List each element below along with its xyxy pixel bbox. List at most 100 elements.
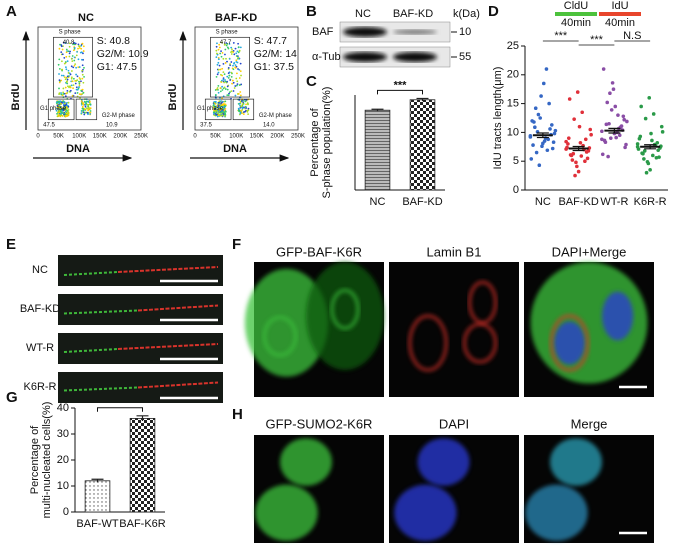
event-dot [68,42,71,45]
data-point [607,121,611,126]
event-dot [216,73,219,76]
event-dot [77,66,80,69]
data-point [553,128,558,133]
data-point [648,168,652,172]
event-dot [238,68,241,71]
stat-text: S: 40.8 [97,35,130,47]
event-dot [65,81,68,83]
x-axis-label: DNA [223,143,247,155]
event-dot [56,104,59,107]
event-dot [216,115,219,118]
data-point [572,117,576,121]
cell-signal [280,438,332,486]
channel-label: GFP-BAF-K6R [276,244,362,259]
data-point [621,114,626,119]
event-dot [215,45,218,48]
event-dot [60,111,63,113]
event-dot [89,103,92,106]
event-dot [225,57,227,60]
event-dot [83,66,85,69]
y-axis-label: Percentage of [309,107,321,176]
row-label: BAF [312,26,334,38]
event-dot [64,86,67,89]
panel-label: B [306,3,317,20]
event-dot [71,94,74,97]
event-dot [219,100,222,103]
data-point [635,142,640,146]
event-dot [232,42,235,44]
event-dot [221,104,223,106]
event-dot [64,78,67,81]
y-axis-label: multi-nucleated cells(%) [41,402,53,519]
event-dot [59,100,62,103]
event-dot [228,43,231,45]
plot-title: BAF-KD [215,12,257,24]
event-dot [240,99,243,102]
data-point [583,137,588,142]
event-dot [237,42,240,45]
y-tick-label: 20 [507,69,519,81]
x-tick-label: 100K [72,134,86,140]
gate-g1 [47,98,75,121]
y-tick-label: 0 [513,184,519,196]
data-point [655,140,660,145]
y-axis-label: IdU tracts length(μm) [492,67,504,170]
event-dot [84,105,87,108]
event-dot [236,80,239,83]
event-dot [67,85,69,88]
x-tick-label: 50K [53,134,64,140]
event-dot [236,50,239,53]
event-dot [77,87,80,90]
gate-s [210,36,250,98]
event-dot [66,107,69,110]
event-dot [62,112,65,115]
event-dot [77,43,80,46]
data-point [547,101,551,106]
unit-label: k(Da) [453,8,480,20]
event-dot [58,67,61,70]
event-dot [60,74,63,77]
event-dot [223,43,226,46]
marker-label: 10 [459,26,471,38]
event-dot [224,79,226,81]
event-dot [233,53,236,56]
bar [84,480,111,513]
event-dot [89,111,91,114]
data-point [651,153,655,158]
event-dot [217,71,220,74]
y-axis-label: BrdU [10,84,22,111]
event-dot [69,85,71,87]
event-dot [245,107,248,109]
event-dot [228,74,231,77]
event-dot [69,89,72,92]
event-dot [214,89,217,91]
event-dot [83,113,86,116]
event-dot [68,52,71,55]
event-dot [239,91,242,93]
stat-text: G1: 37.5 [254,61,294,73]
event-dot [89,110,92,112]
fiber-idu [137,381,219,389]
event-dot [237,46,240,49]
event-dot [226,80,229,83]
event-dot [67,69,70,72]
data-point [570,158,575,162]
event-dot [245,103,247,106]
event-dot [63,92,66,95]
event-dot [66,60,69,63]
event-dot [234,85,237,87]
data-point [566,136,571,140]
event-dot [226,75,229,78]
event-dot [221,105,224,108]
event-dot [55,109,58,112]
event-dot [72,87,74,90]
gate-value: 40.8 [63,40,75,46]
event-dot [58,92,61,95]
cell-signal [330,288,360,330]
data-point [579,154,584,158]
event-dot [56,115,59,118]
event-dot [66,101,68,104]
event-dot [82,102,85,105]
event-dot [58,111,60,113]
event-dot [65,92,68,95]
